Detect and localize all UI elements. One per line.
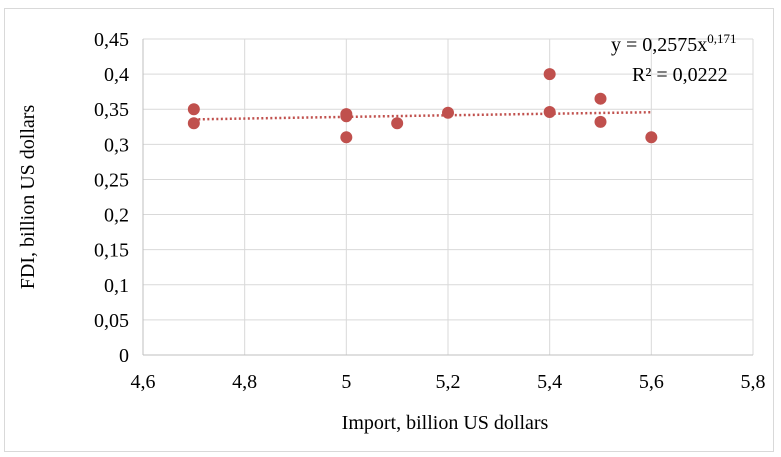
- x-tick-label: 5,6: [639, 371, 664, 393]
- x-tick-label: 5: [341, 371, 351, 393]
- y-tick-label: 0: [119, 345, 129, 367]
- trendline-r-squared: R² = 0,0222: [632, 64, 728, 86]
- y-tick-label: 0,35: [94, 99, 129, 121]
- scatter-point: [594, 115, 607, 128]
- scatter-point: [340, 131, 353, 144]
- y-tick-label: 0,05: [94, 310, 129, 332]
- y-tick-label: 0,2: [104, 205, 129, 227]
- x-tick-label: 5,2: [436, 371, 461, 393]
- scatter-point: [543, 106, 556, 119]
- trendline-equation: y = 0,2575x0,171: [611, 31, 737, 56]
- scatter-point: [594, 92, 607, 105]
- trendline-layer: [193, 110, 652, 121]
- scatter-point: [442, 106, 454, 119]
- x-tick-label: 4,8: [232, 371, 257, 393]
- scatter-point: [645, 131, 658, 144]
- y-tick-label: 0,1: [104, 275, 129, 297]
- trendline-equation-exponent: 0,171: [707, 31, 736, 46]
- scatter-chart: 0 0,05 0,1 0,15 0,2 0,25 0,3 0,35 0,4 0,45 4,6 4,8 5…: [17, 29, 766, 434]
- tick-labels: 0 0,05 0,1 0,15 0,2 0,25 0,3 0,35 0,4 0,45 4,6 4,8 5…: [94, 29, 766, 393]
- y-tick-label: 0,45: [94, 29, 129, 51]
- trendline-equation-base: y = 0,2575x: [611, 34, 707, 56]
- x-tick-label: 4,6: [131, 371, 156, 393]
- y-axis-title: FDI, billion US dollars: [17, 105, 39, 290]
- y-tick-label: 0,4: [104, 64, 129, 86]
- axes: [142, 39, 753, 356]
- scatter-point: [340, 110, 353, 123]
- x-tick-label: 5,8: [741, 371, 766, 393]
- gridlines: [143, 38, 754, 355]
- scatter-point: [543, 68, 556, 81]
- y-tick-label: 0,3: [104, 134, 129, 156]
- x-axis-title: Import, billion US dollars: [342, 412, 549, 434]
- scatter-point: [187, 103, 200, 116]
- data-points: [187, 68, 658, 144]
- y-tick-label: 0,25: [94, 169, 129, 191]
- scatter-point: [187, 117, 200, 130]
- chart-area: 0 0,05 0,1 0,15 0,2 0,25 0,3 0,35 0,4 0,45 4,6 4,8 5…: [4, 8, 774, 452]
- power-trendline: [193, 110, 652, 121]
- x-tick-label: 5,4: [537, 371, 562, 393]
- scatter-point: [391, 117, 404, 130]
- y-tick-label: 0,15: [94, 240, 129, 262]
